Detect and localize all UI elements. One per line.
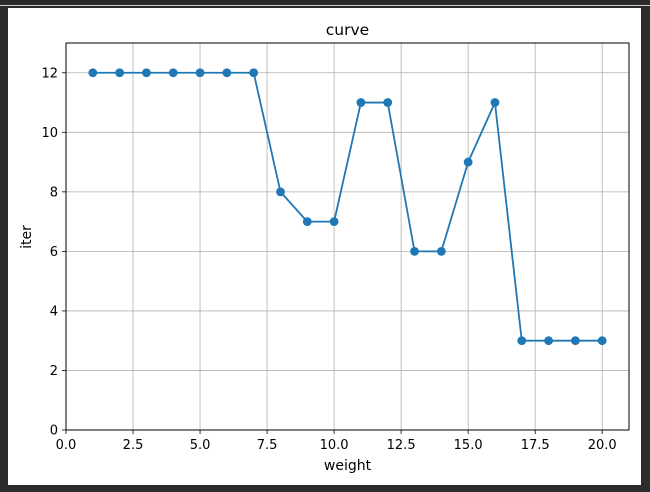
data-point <box>490 98 500 107</box>
x-tick-label: 20.0 <box>588 438 617 453</box>
series-line <box>91 71 604 342</box>
x-tick-label: 15.0 <box>454 438 483 453</box>
x-axis-ticks: 0.0 2.5 5.0 7.5 10.0 12.5 15.0 17.5 20.0 <box>56 430 617 453</box>
y-tick-label: 0 <box>50 424 58 439</box>
data-point <box>356 98 366 107</box>
y-tick-label: 8 <box>50 185 58 200</box>
y-tick-label: 4 <box>50 304 58 319</box>
data-point <box>544 336 553 346</box>
series-layer <box>88 68 607 346</box>
chart-title: curve <box>326 21 369 39</box>
x-tick-label: 2.5 <box>123 438 144 453</box>
data-point <box>436 246 446 256</box>
x-tick-label: 5.0 <box>190 438 211 453</box>
x-axis-label: weight <box>324 458 372 474</box>
y-tick-label: 10 <box>41 126 58 141</box>
data-point <box>463 157 473 167</box>
data-point <box>142 68 151 78</box>
x-tick-label: 12.5 <box>387 438 416 453</box>
y-tick-label: 6 <box>50 245 58 260</box>
y-tick-label: 12 <box>41 66 58 81</box>
data-point <box>302 217 312 227</box>
data-point <box>597 336 607 346</box>
x-tick-label: 17.5 <box>521 438 550 453</box>
data-point <box>168 68 178 78</box>
data-point <box>249 68 259 78</box>
data-point <box>276 187 285 197</box>
data-point <box>115 68 125 78</box>
data-point <box>383 98 393 107</box>
data-point <box>195 68 205 78</box>
data-point <box>517 336 527 346</box>
y-axis-ticks: 0 2 4 6 8 10 12 <box>41 66 66 439</box>
data-point <box>329 217 339 227</box>
window-top-border <box>0 5 650 6</box>
plot-area-frame <box>65 42 630 431</box>
grid-layer <box>65 43 629 431</box>
data-point <box>410 246 419 256</box>
data-point <box>88 68 98 78</box>
x-tick-label: 0.0 <box>56 438 77 453</box>
data-point <box>222 68 232 78</box>
x-tick-label: 7.5 <box>257 438 278 453</box>
x-tick-label: 10.0 <box>320 438 349 453</box>
y-axis-label: iter <box>19 225 35 249</box>
data-point <box>570 336 580 346</box>
y-tick-label: 2 <box>50 364 58 379</box>
